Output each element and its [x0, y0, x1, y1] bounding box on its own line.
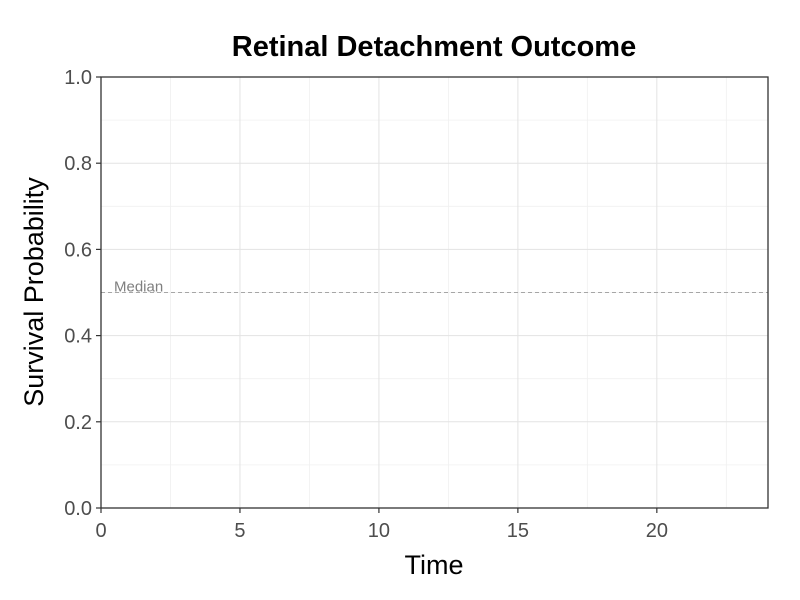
y-tick-label: 0.6	[64, 239, 92, 261]
x-tick-label: 20	[646, 520, 668, 542]
y-tick-label: 0.4	[64, 326, 92, 348]
y-tick-label: 0.0	[64, 498, 92, 520]
y-tick-label: 1.0	[64, 67, 92, 89]
plot-panel-border	[100, 76, 769, 509]
x-tick-label: 10	[368, 520, 390, 542]
x-tick-label: 0	[95, 520, 106, 542]
y-tick-label: 0.2	[64, 412, 92, 434]
chart-title: Retinal Detachment Outcome	[232, 31, 636, 63]
x-tick-label: 5	[234, 520, 245, 542]
x-axis-label: Time	[405, 550, 464, 580]
y-tick-label: 0.8	[64, 153, 92, 175]
x-tick-label: 15	[507, 520, 529, 542]
reference-lines: Median	[101, 279, 768, 296]
median-annotation: Median	[114, 279, 163, 296]
axis-ticks	[96, 76, 658, 513]
axis-tick-labels: 0 5 10 15 20 0.0 0.2 0.4 0.6 0.8 1.0	[64, 67, 668, 542]
y-axis-label: Survival Probability	[19, 177, 49, 407]
